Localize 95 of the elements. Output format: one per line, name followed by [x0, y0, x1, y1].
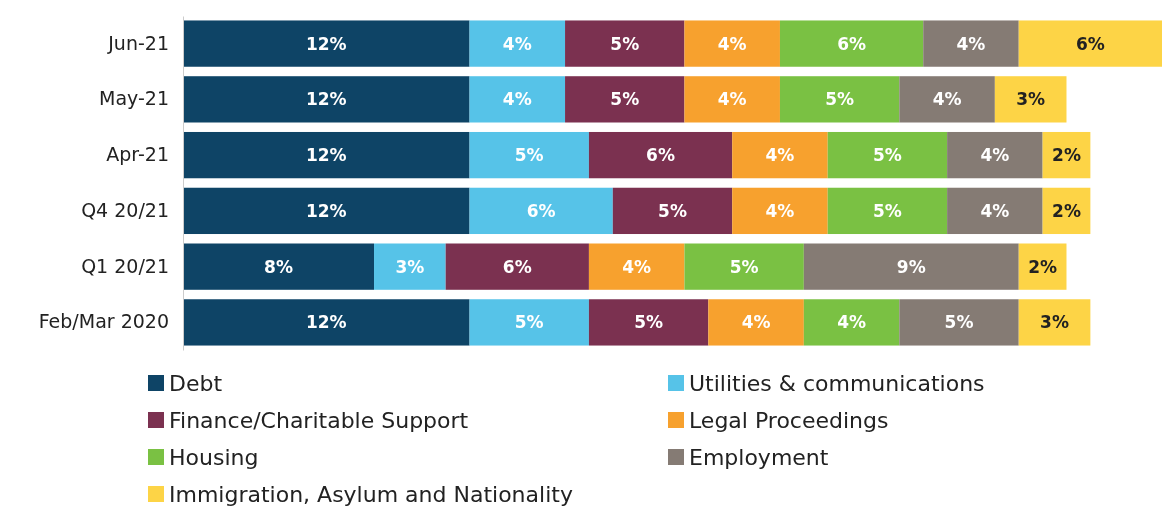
bar: [565, 20, 685, 67]
data-label: 12%: [305, 33, 347, 54]
bar: [588, 243, 685, 290]
bar: [183, 20, 470, 67]
bar: [469, 76, 566, 123]
data-label: 6%: [837, 33, 867, 54]
bar: [445, 243, 589, 290]
data-label: 4%: [502, 33, 532, 54]
data-label: 3%: [1016, 89, 1046, 110]
bar: [779, 20, 924, 67]
data-label: 4%: [717, 89, 747, 110]
bar: [469, 20, 566, 67]
bar: [1018, 243, 1067, 290]
bar: [803, 299, 900, 346]
bar: [684, 76, 780, 123]
bar: [684, 20, 780, 67]
data-label: 5%: [634, 312, 664, 333]
legend-label: Debt: [169, 370, 223, 396]
data-label: 5%: [825, 89, 855, 110]
data-label: 4%: [765, 200, 795, 221]
bar: [588, 131, 733, 179]
bar: [588, 299, 709, 346]
data-label: 4%: [837, 312, 867, 333]
y-tick-label: Jun-21: [107, 31, 169, 54]
bar: [183, 187, 470, 235]
bar: [899, 76, 995, 123]
data-label: 8%: [264, 256, 293, 277]
bar: [565, 76, 685, 123]
bar: [803, 243, 1019, 290]
data-label: 4%: [932, 89, 962, 110]
legend-label: Employment: [689, 444, 829, 470]
data-label: 6%: [1075, 33, 1105, 54]
bar: [374, 243, 446, 290]
data-label: 4%: [502, 89, 532, 110]
y-tick-label: Q4 20/21: [81, 198, 169, 221]
bar: [612, 187, 733, 235]
data-label: 12%: [305, 312, 347, 333]
bar: [947, 187, 1043, 235]
legend-label: Finance/Charitable Support: [169, 407, 469, 433]
data-label: 2%: [1028, 256, 1058, 277]
data-label: 2%: [1052, 200, 1081, 221]
data-label: 12%: [305, 200, 347, 221]
data-label: 2%: [1052, 145, 1081, 166]
data-label: 6%: [502, 256, 532, 277]
bar: [994, 76, 1067, 123]
data-label: 4%: [980, 200, 1010, 221]
data-label: 6%: [526, 200, 556, 221]
bar: [1018, 299, 1091, 346]
y-tick-label: May-21: [99, 87, 169, 110]
bar: [469, 187, 613, 235]
data-label: 12%: [305, 145, 347, 166]
data-label: 5%: [610, 89, 640, 110]
bar: [469, 299, 589, 346]
bar: [899, 299, 1019, 346]
data-label: 4%: [980, 145, 1010, 166]
bar: [1018, 20, 1162, 67]
data-label: 4%: [717, 33, 747, 54]
bar: [183, 243, 375, 290]
data-label: 4%: [741, 312, 771, 333]
bar: [732, 131, 828, 179]
data-label: 5%: [514, 145, 544, 166]
bar: [183, 299, 470, 346]
data-label: 3%: [1040, 312, 1069, 333]
bar: [183, 76, 470, 123]
data-label: 4%: [956, 33, 986, 54]
bar: [827, 131, 948, 179]
data-label: 4%: [622, 256, 652, 277]
data-label: 5%: [729, 256, 759, 277]
data-label: 5%: [944, 312, 974, 333]
bar: [923, 20, 1019, 67]
bar: [469, 131, 589, 179]
legend-label: Utilities & communications: [689, 370, 985, 396]
data-label: 5%: [610, 33, 640, 54]
bar: [684, 243, 804, 290]
data-label: 6%: [646, 145, 675, 166]
bar: [732, 187, 828, 235]
data-label: 3%: [395, 256, 425, 277]
data-label: 5%: [514, 312, 544, 333]
data-label: 9%: [896, 256, 926, 277]
bar: [827, 187, 948, 235]
bar: [947, 131, 1043, 179]
legend-label: Immigration, Asylum and Nationality: [169, 481, 573, 507]
bar: [708, 299, 804, 346]
data-label: 4%: [765, 145, 795, 166]
data-label: 5%: [658, 200, 687, 221]
data-label: 12%: [305, 89, 347, 110]
y-tick-label: Feb/Mar 2020: [38, 310, 169, 333]
bar: [183, 131, 470, 179]
legend-label: Housing: [169, 444, 259, 470]
y-tick-label: Apr-21: [106, 143, 169, 166]
data-label: 5%: [872, 145, 902, 166]
legend-label: Legal Proceedings: [689, 407, 889, 433]
data-label: 5%: [872, 200, 902, 221]
bar: [779, 76, 900, 123]
y-tick-label: Q1 20/21: [81, 254, 169, 277]
